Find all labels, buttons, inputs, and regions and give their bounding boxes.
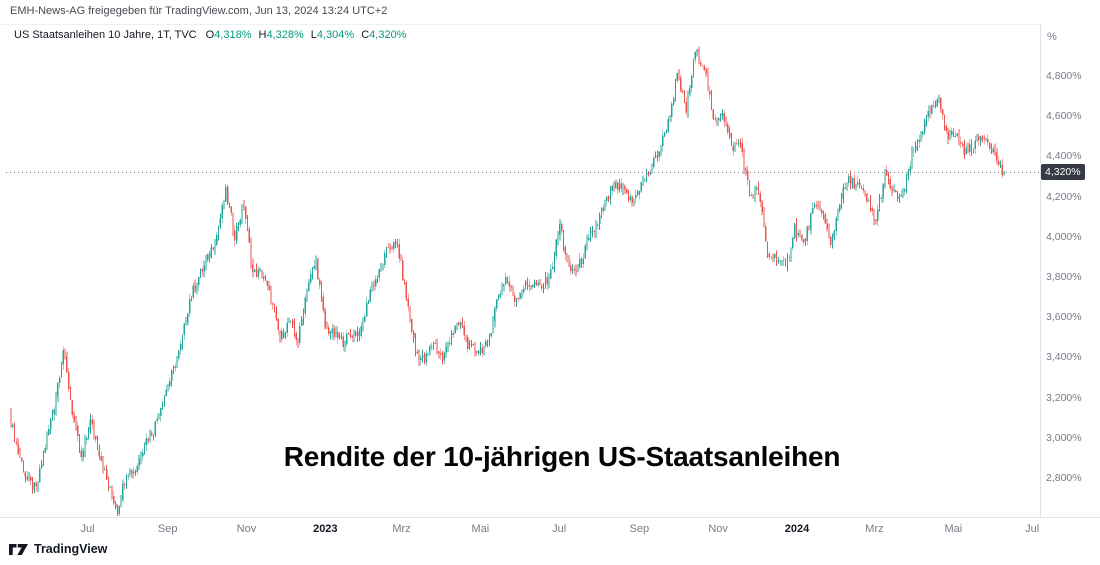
time-axis-label: Sep [157,523,178,535]
ohlc-low-label: L [310,29,317,41]
ohlc-close-label: C [361,29,370,41]
ohlc-high-value: 4,328% [266,29,304,41]
price-axis-label: 4,600% [1046,110,1082,123]
price-axis-label: 3,200% [1046,391,1082,404]
time-axis-label: Sep [629,523,650,535]
time-axis-label: Jul [80,523,95,535]
time-axis-label: Mai [944,523,963,535]
ohlc-open-label: O [205,29,215,41]
price-axis-label: 3,800% [1046,271,1082,283]
time-axis-separator [0,517,1100,518]
price-axis-label: 3,000% [1046,431,1082,444]
ohlc-values: O4,318% H4,328% L4,304% C4,320% [206,29,407,41]
last-price-tag: 4,320% [1041,164,1085,181]
price-axis[interactable]: % 4,320% 4,800% 4,600% 4,400% 4,200% 4,000% 3… [1040,24,1100,517]
price-axis-label: 4,800% [1046,70,1082,82]
price-axis-label: 2,800% [1046,472,1082,484]
ohlc-open-value: 4,318% [214,29,252,41]
publisher-attribution: EMH-News-AG freigegeben für TradingView.… [10,5,388,17]
ohlc-close: C4,320% [361,29,406,41]
tradingview-brand-text: TradingView [34,542,108,556]
chart-title-overlay: Rendite der 10-jährigen US-Staatsanleihe… [283,441,841,472]
price-axis-label: 4,200% [1046,190,1082,203]
ohlc-low: L4,304% [311,29,354,41]
ohlc-low-value: 4,304% [316,29,355,41]
time-axis-label: Nov [236,523,257,535]
time-axis-label: Nov [708,523,728,535]
ohlc-close-value: 4,320% [369,29,407,41]
time-axis-label: Mrz [865,523,884,535]
ohlc-high: H4,328% [259,29,304,41]
symbol-legend: US Staatsanleihen 10 Jahre, 1T, TVC O4,3… [14,29,406,41]
ohlc-high-label: H [258,29,267,41]
time-axis-label: 2023 [313,523,338,535]
symbol-title: US Staatsanleihen 10 Jahre, 1T, TVC [14,29,197,41]
time-axis[interactable]: Jul Sep Nov 2023 Mrz Mai Jul Sep Nov 2024 Mrz Mai Ju… [0,517,1100,549]
time-axis-label: 2024 [784,523,810,535]
price-axis-label: 3,400% [1046,351,1082,364]
tradingview-logo-icon [9,543,28,555]
price-axis-separator [1040,24,1041,517]
time-axis-label: Mai [471,523,490,535]
price-axis-label: 4,400% [1046,150,1082,163]
time-axis-label: Jul [552,523,567,535]
price-axis-label: 3,600% [1046,311,1082,324]
time-axis-label: Jul [1025,523,1040,535]
price-axis-label: 4,000% [1046,230,1082,243]
tradingview-attribution[interactable]: TradingView [9,542,107,556]
price-axis-unit: % [1047,31,1057,43]
pane-top-border [0,24,1040,25]
time-axis-label: Mrz [392,523,411,535]
ohlc-open: O4,318% [206,29,252,41]
